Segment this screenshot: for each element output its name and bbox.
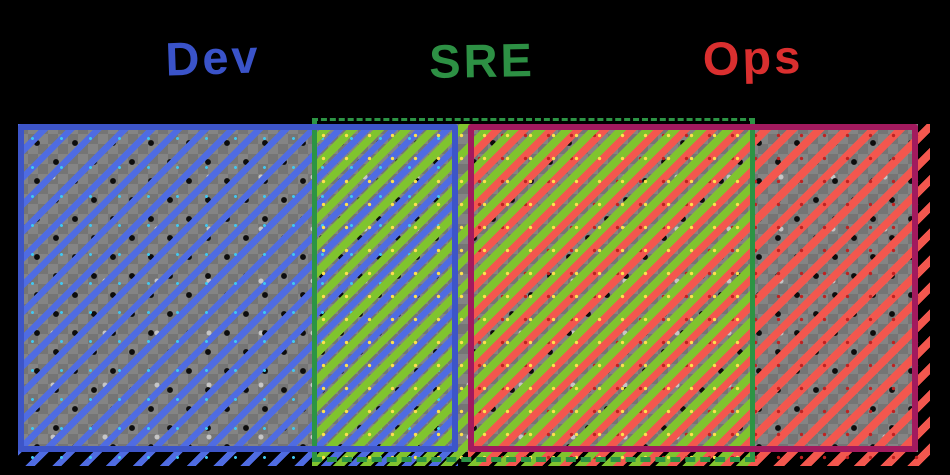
sre-span-border	[312, 118, 755, 462]
dev-box-border	[18, 124, 458, 452]
sre-label: SRE	[428, 33, 536, 88]
ops-box-border	[468, 124, 918, 452]
dev-label: Dev	[164, 29, 262, 86]
overlap-diagram	[18, 118, 930, 466]
ops-label: Ops	[702, 29, 804, 86]
sre-hatch-region	[312, 124, 755, 466]
